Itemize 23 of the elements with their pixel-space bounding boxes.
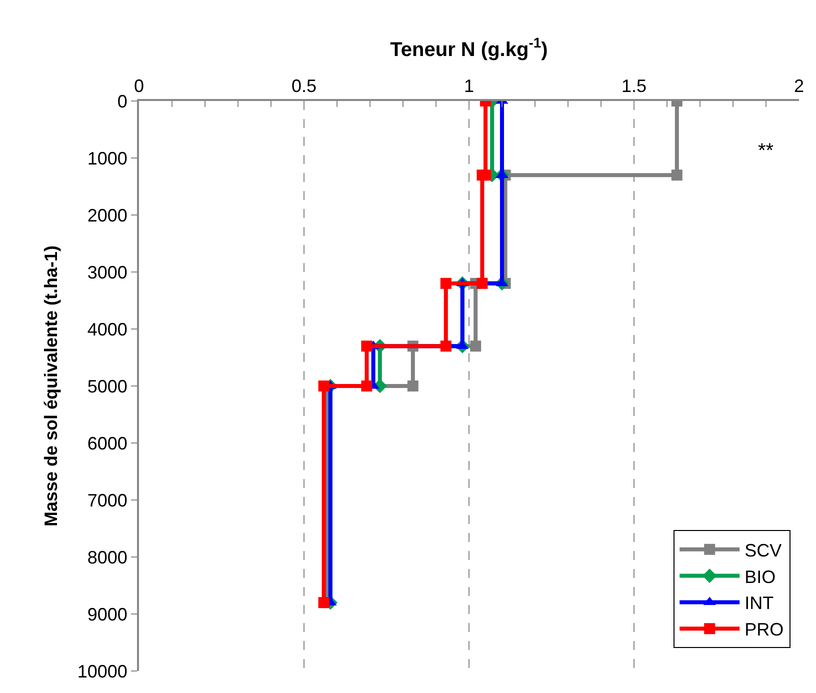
y-tick-label: 7000 xyxy=(87,490,128,510)
y-tick-label: 2000 xyxy=(87,205,128,226)
x-tick-label: 1 xyxy=(464,76,474,96)
x-tick-label: 2 xyxy=(794,76,804,96)
x-tick-label: 0 xyxy=(134,76,144,96)
y-tick-label: 1000 xyxy=(87,148,128,168)
legend-label: INT xyxy=(744,593,774,614)
y-tick-label: 5000 xyxy=(87,376,128,396)
y-tick-label: 3000 xyxy=(87,262,128,282)
legend-label: PRO xyxy=(744,620,784,640)
y-tick-label: 6000 xyxy=(87,433,128,454)
legend-label: BIO xyxy=(744,566,776,587)
x-tick-label: 1.5 xyxy=(621,76,647,96)
y-tick-label: 0 xyxy=(117,91,128,112)
legend-label: SCV xyxy=(744,540,782,560)
x-axis-title: Teneur N (g.kg$^{-1}$) xyxy=(390,34,548,61)
y-tick-label: 4000 xyxy=(87,319,128,340)
x-tick-label: 0.5 xyxy=(291,76,317,96)
y-tick-label: 10000 xyxy=(77,661,128,682)
y-axis-title: Masse de sol équivalente (t.ha-1) xyxy=(41,245,62,527)
y-tick-label: 9000 xyxy=(87,604,128,624)
y-tick-label: 8000 xyxy=(87,547,128,568)
annotation: ** xyxy=(758,140,774,162)
